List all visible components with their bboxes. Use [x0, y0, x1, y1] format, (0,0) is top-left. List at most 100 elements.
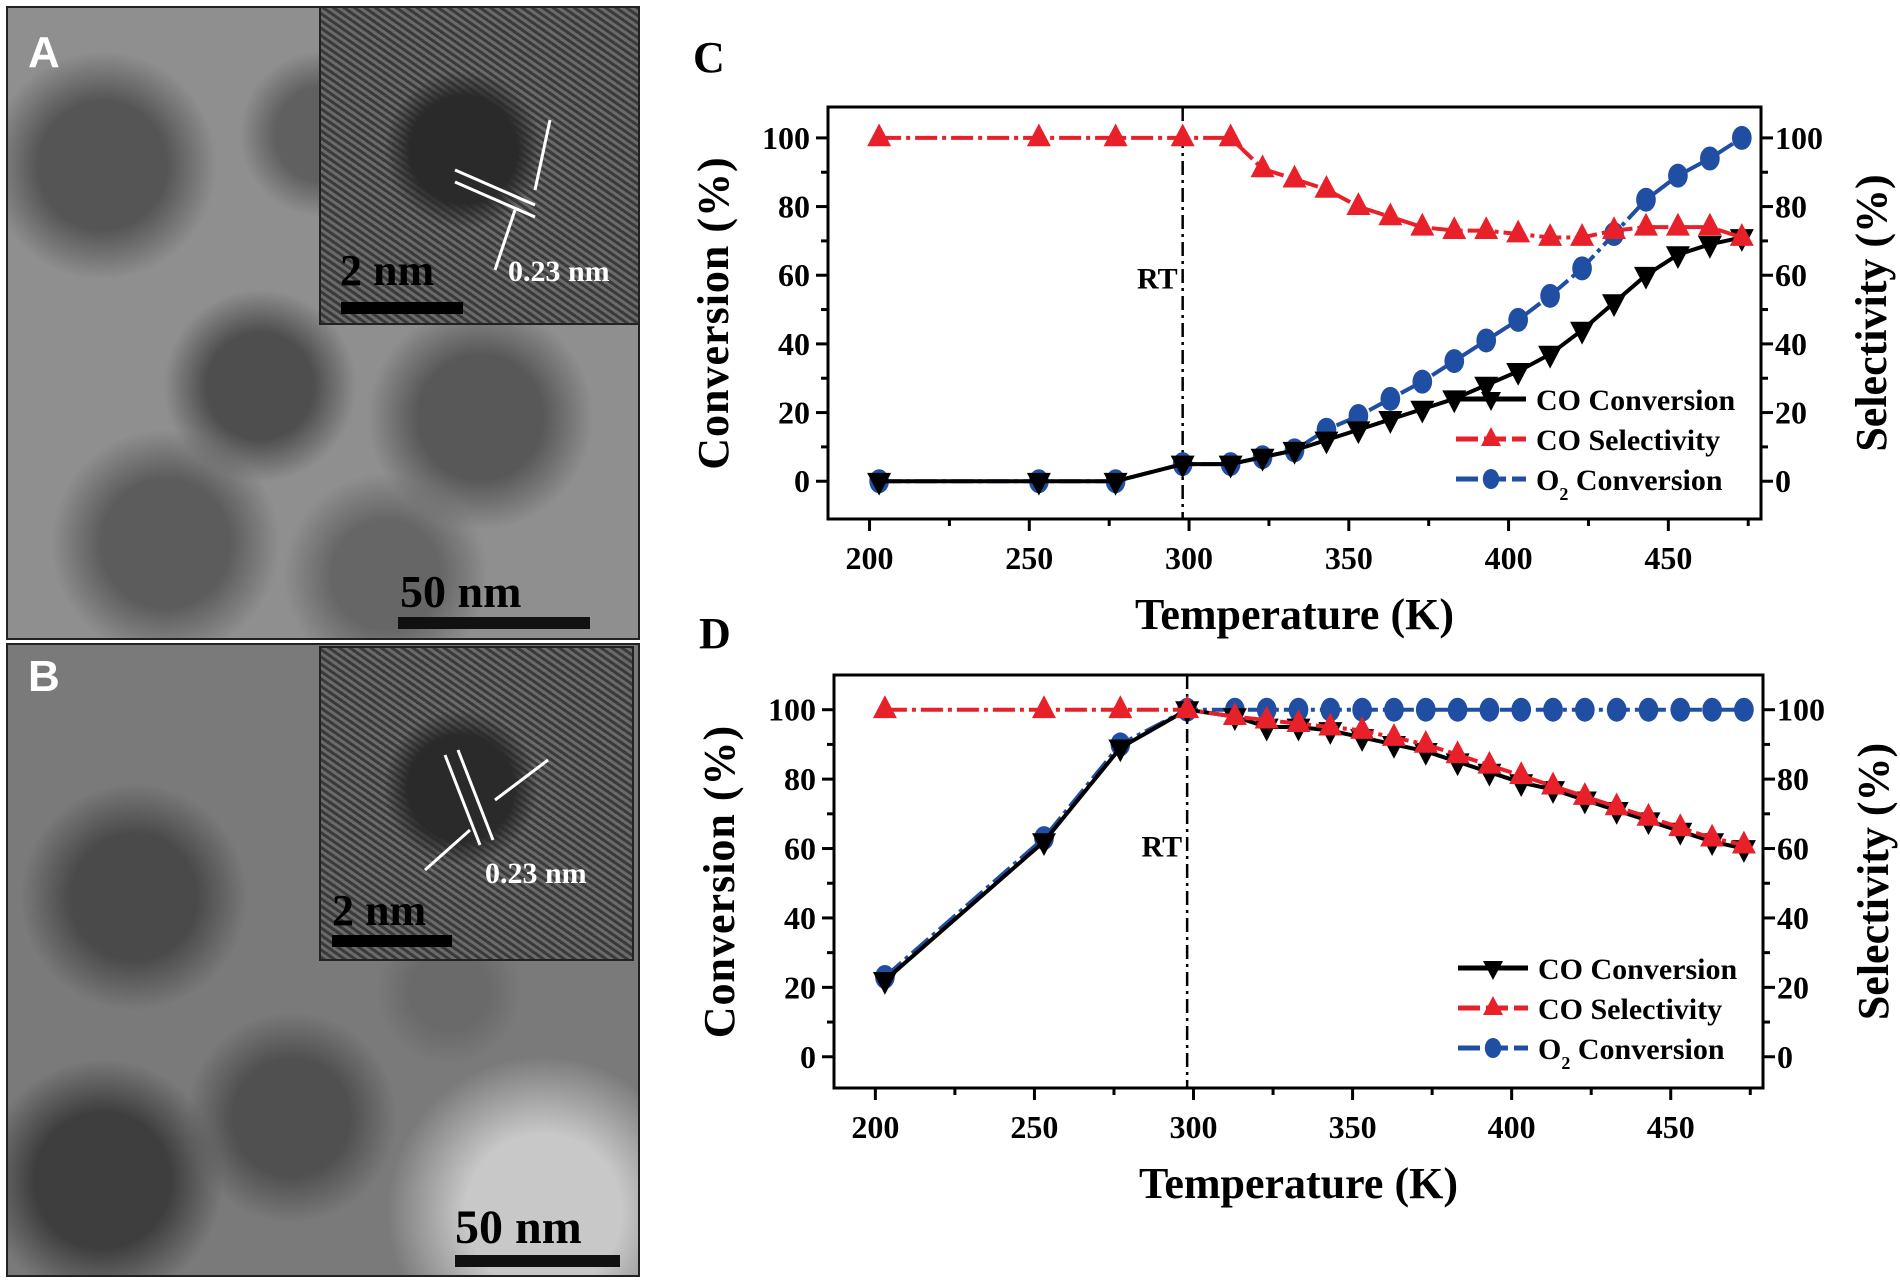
- marker-triangle-up: [1731, 830, 1756, 854]
- marker-circle: [1447, 697, 1468, 722]
- subscript: 2: [1561, 1053, 1570, 1073]
- y-tick-label: 20: [778, 395, 810, 431]
- y2-tick-label: 100: [1775, 120, 1823, 156]
- marker-triangle-down: [1481, 392, 1501, 411]
- marker-triangle-up: [867, 123, 892, 147]
- marker-triangle-down: [1442, 390, 1467, 414]
- x-tick-label: 350: [1325, 540, 1373, 576]
- marker-triangle-up: [1222, 702, 1247, 726]
- y2-tick-label: 20: [1777, 969, 1809, 1005]
- legend-item: CO Conversion: [1456, 384, 1735, 417]
- legend: CO Conversion CO Selectivity O2 Conversion: [1456, 384, 1735, 504]
- marker-triangle-down: [1026, 472, 1051, 496]
- marker-triangle-up: [1483, 996, 1503, 1015]
- marker-circle: [1670, 697, 1691, 722]
- marker-triangle-up: [1668, 813, 1693, 837]
- rt-annotation: RT: [1137, 262, 1178, 295]
- marker-triangle-up: [1413, 730, 1438, 753]
- x-tick-label: 450: [1647, 1109, 1695, 1145]
- marker-triangle-up: [1700, 823, 1725, 847]
- legend-item: CO Selectivity: [1456, 424, 1720, 457]
- y2-tick-label: 60: [1777, 831, 1809, 867]
- hrtem-inset-a: [319, 6, 640, 325]
- marker-circle: [1508, 307, 1529, 332]
- marker-circle: [1731, 125, 1752, 150]
- marker-circle: [1702, 697, 1722, 722]
- series-co-selectivity: [867, 123, 1754, 246]
- y-tick-label: 0: [794, 463, 810, 499]
- scale-label-b: 50 nm: [455, 1201, 582, 1254]
- marker-triangle-up: [1697, 212, 1722, 236]
- legend-label-rest: Conversion: [1570, 1033, 1724, 1066]
- legend-label: O2 Conversion: [1536, 464, 1723, 504]
- y-tick-label: 80: [784, 761, 816, 797]
- marker-triangle-down: [1103, 472, 1128, 496]
- marker-circle: [1412, 369, 1433, 394]
- marker-circle: [1380, 386, 1401, 411]
- y2-tick-label: 40: [1775, 326, 1807, 362]
- marker-triangle-down: [1602, 294, 1627, 318]
- marker-triangle-up: [1570, 223, 1595, 246]
- marker-triangle-up: [1170, 123, 1195, 147]
- marker-triangle-down: [867, 472, 892, 496]
- marker-triangle-up: [1350, 716, 1375, 739]
- marker-triangle-down: [1633, 266, 1658, 290]
- marker-triangle-up: [1572, 782, 1597, 805]
- chart-D: D 200 250 300 350 400 450 0 0 20 20 40 40 60 60 80 80 100…: [695, 609, 1898, 1208]
- legend-item: O2 Conversion: [1456, 464, 1723, 504]
- marker-triangle-up: [1541, 771, 1566, 795]
- y-tick-label: 20: [784, 969, 816, 1005]
- y-tick-label: 80: [778, 189, 810, 225]
- marker-circle: [1700, 146, 1720, 171]
- plot-frame: [826, 105, 1763, 521]
- marker-triangle-up: [1481, 427, 1501, 446]
- scale-label-a: 50 nm: [400, 566, 522, 617]
- marker-triangle-down: [1697, 235, 1722, 259]
- marker-circle: [1572, 256, 1592, 281]
- x-tick-label: 300: [1170, 1109, 1218, 1145]
- x-tick-label: 300: [1165, 540, 1213, 576]
- marker-triangle-up: [1254, 705, 1279, 729]
- marker-triangle-down: [1282, 441, 1307, 465]
- marker-circle: [1320, 697, 1341, 722]
- legend-label: CO Conversion: [1538, 953, 1737, 986]
- marker-triangle-up: [1665, 212, 1690, 236]
- marker-circle: [1484, 1038, 1502, 1058]
- marker-circle: [1444, 349, 1465, 374]
- x-tick-label: 200: [846, 540, 894, 576]
- panel-label-d: D: [699, 609, 731, 658]
- lattice-label-b: 0.23 nm: [485, 857, 587, 890]
- y2-tick-label: 20: [1775, 395, 1807, 431]
- marker-triangle-up: [1729, 223, 1754, 246]
- y-tick-label: 60: [778, 257, 810, 293]
- marker-triangle-up: [872, 695, 897, 719]
- subscript: 2: [1559, 484, 1568, 504]
- x-axis-label: Temperature (K): [1139, 1159, 1458, 1208]
- y-axis-label: Conversion (%): [695, 725, 744, 1038]
- series-line: [879, 136, 1743, 484]
- marker-triangle-up: [1346, 192, 1371, 215]
- marker-triangle-up: [1108, 695, 1133, 719]
- y-tick-label: 100: [762, 120, 810, 156]
- marker-circle: [1384, 697, 1404, 722]
- marker-triangle-up: [1250, 154, 1275, 178]
- legend-item: CO Conversion: [1458, 953, 1737, 986]
- legend-label: O2 Conversion: [1538, 1033, 1725, 1073]
- y2-tick-label: 60: [1775, 257, 1807, 293]
- marker-triangle-up: [1314, 175, 1339, 198]
- panel-label-b: B: [28, 652, 60, 701]
- marker-triangle-down: [872, 972, 897, 995]
- marker-circle: [1482, 469, 1500, 489]
- marker-triangle-up: [1538, 223, 1563, 246]
- marker-circle: [1476, 328, 1497, 353]
- marker-triangle-down: [1031, 833, 1056, 856]
- marker-triangle-up: [1282, 164, 1307, 188]
- marker-triangle-up: [1175, 695, 1200, 719]
- marker-triangle-up: [1604, 792, 1629, 816]
- legend: CO Conversion CO Selectivity O2 Conversion: [1458, 953, 1737, 1073]
- marker-circle: [1574, 697, 1595, 722]
- series-co-conversion: [867, 229, 1754, 496]
- marker-triangle-down: [1218, 455, 1243, 479]
- marker-triangle-down: [1665, 246, 1690, 270]
